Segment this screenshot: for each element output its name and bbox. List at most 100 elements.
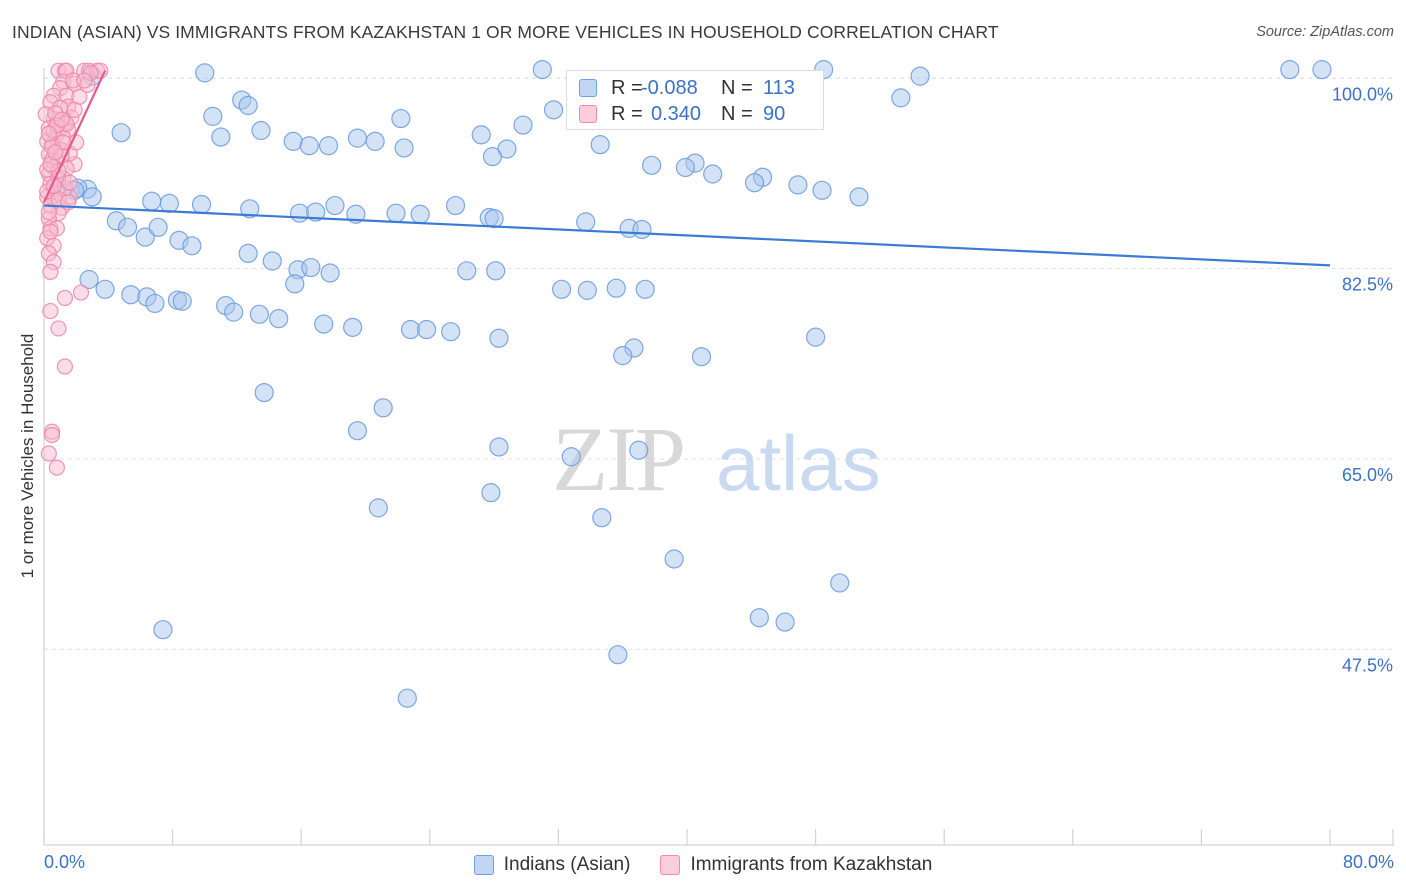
kazakhstan-point xyxy=(42,302,59,320)
indian-point xyxy=(910,66,930,86)
gridlines xyxy=(44,77,1392,650)
indian-point xyxy=(373,398,393,418)
legend-item-kazakhstan[interactable]: Immigrants from Kazakhstan xyxy=(660,854,932,876)
indian-point xyxy=(592,508,612,528)
indian-point xyxy=(159,193,179,213)
kazakhstan-point xyxy=(48,459,65,476)
watermark: ZIP atlas xyxy=(552,408,881,510)
y-axis-label: 1 or more Vehicles in Household xyxy=(18,333,37,579)
indian-point xyxy=(691,347,712,367)
kazakhstan-point xyxy=(53,111,70,128)
indian-point xyxy=(703,164,723,184)
indian-point xyxy=(410,204,430,224)
indian-point xyxy=(486,261,506,281)
r-label: R = xyxy=(611,76,643,99)
y-tick-label: 100.0% xyxy=(1332,84,1393,104)
watermark-atlas: atlas xyxy=(716,419,881,507)
indian-point xyxy=(397,688,417,708)
pink-swatch-icon xyxy=(660,855,681,875)
indian-point xyxy=(775,612,795,632)
legend-label-kazakhstan: Immigrants from Kazakhstan xyxy=(690,854,933,875)
indian-point xyxy=(416,319,437,340)
indian-point xyxy=(635,279,655,299)
indian-point xyxy=(142,191,162,211)
indian-point xyxy=(318,136,339,156)
indian-point xyxy=(386,203,406,223)
n-label: N = xyxy=(721,76,753,99)
indian-point xyxy=(805,327,826,347)
indian-point xyxy=(471,125,491,145)
kazakhstan-point xyxy=(56,358,73,375)
indian-point xyxy=(812,180,832,200)
kazakhstan-point xyxy=(50,320,67,337)
indian-point xyxy=(590,135,610,155)
kazakhstan-point xyxy=(47,144,64,161)
indian-point xyxy=(285,274,305,294)
indian-point xyxy=(299,136,319,156)
indian-point xyxy=(484,209,504,229)
kazakhstan-point xyxy=(72,284,90,301)
trend-lines xyxy=(43,70,1331,267)
indian-point xyxy=(441,322,461,342)
r-value: -0.088 xyxy=(641,76,698,99)
indian-point xyxy=(457,261,477,281)
indian-point xyxy=(148,217,168,237)
y-tick-label: 47.5% xyxy=(1342,655,1393,675)
indian-point xyxy=(606,278,626,298)
indian-point xyxy=(365,131,385,151)
indian-point xyxy=(561,447,581,467)
indian-point xyxy=(532,60,552,80)
indian-point xyxy=(254,383,274,403)
indian-point xyxy=(391,108,411,129)
kazakhstan-point xyxy=(43,426,61,444)
n-value: 90 xyxy=(763,102,786,125)
indian-point xyxy=(301,257,321,278)
indian-point xyxy=(289,203,310,223)
indian-point xyxy=(849,187,869,207)
indian-point xyxy=(577,280,597,300)
kazakhstan-point xyxy=(40,125,57,142)
indian-point xyxy=(238,243,258,263)
r-value: 0.340 xyxy=(651,102,702,125)
indian-point xyxy=(576,212,596,232)
indian-point xyxy=(1280,60,1300,80)
indian-point xyxy=(749,608,769,628)
chart-title: INDIAN (ASIAN) VS IMMIGRANTS FROM KAZAKH… xyxy=(12,22,999,42)
indian-point xyxy=(482,147,503,167)
x-tick-label-min: 0.0% xyxy=(44,852,86,872)
indian-point xyxy=(394,138,414,158)
indian-point xyxy=(135,227,155,247)
indian-point xyxy=(182,236,202,256)
indian-point xyxy=(240,199,260,219)
indian-point xyxy=(629,440,649,460)
indian-point xyxy=(191,194,212,215)
indian-point xyxy=(145,293,165,314)
indian-point xyxy=(788,175,808,195)
indian-point xyxy=(283,131,303,151)
legend-label-indians: Indians (Asian) xyxy=(503,854,631,875)
n-label: N = xyxy=(721,102,753,125)
series-legend: Indians (Asian) Immigrants from Kazakhst… xyxy=(0,852,1406,878)
kazakhstan-point xyxy=(76,72,93,89)
indian-point xyxy=(117,217,138,237)
indian-point xyxy=(347,421,368,441)
r-label: R = xyxy=(611,102,643,125)
indian-point xyxy=(632,219,652,240)
indian-point xyxy=(211,127,231,147)
indian-point xyxy=(82,187,102,207)
indian-point xyxy=(95,279,115,299)
legend-item-indians[interactable]: Indians (Asian) xyxy=(473,854,631,876)
y-tick-labels: 100.0% 82.5% 65.0% 47.5% xyxy=(1332,84,1393,675)
indian-point xyxy=(262,251,282,271)
indian-point xyxy=(489,437,509,457)
blue-swatch-icon xyxy=(579,79,597,97)
indian-point xyxy=(513,115,533,135)
x-tick-label-max: 80.0% xyxy=(1342,852,1394,872)
indian-point xyxy=(891,88,911,108)
indian-point xyxy=(552,279,572,299)
indian-point xyxy=(400,319,421,340)
indian-point xyxy=(306,202,326,222)
indian-point xyxy=(664,549,684,569)
y-tick-label: 65.0% xyxy=(1342,465,1393,485)
indian-point xyxy=(172,291,192,311)
